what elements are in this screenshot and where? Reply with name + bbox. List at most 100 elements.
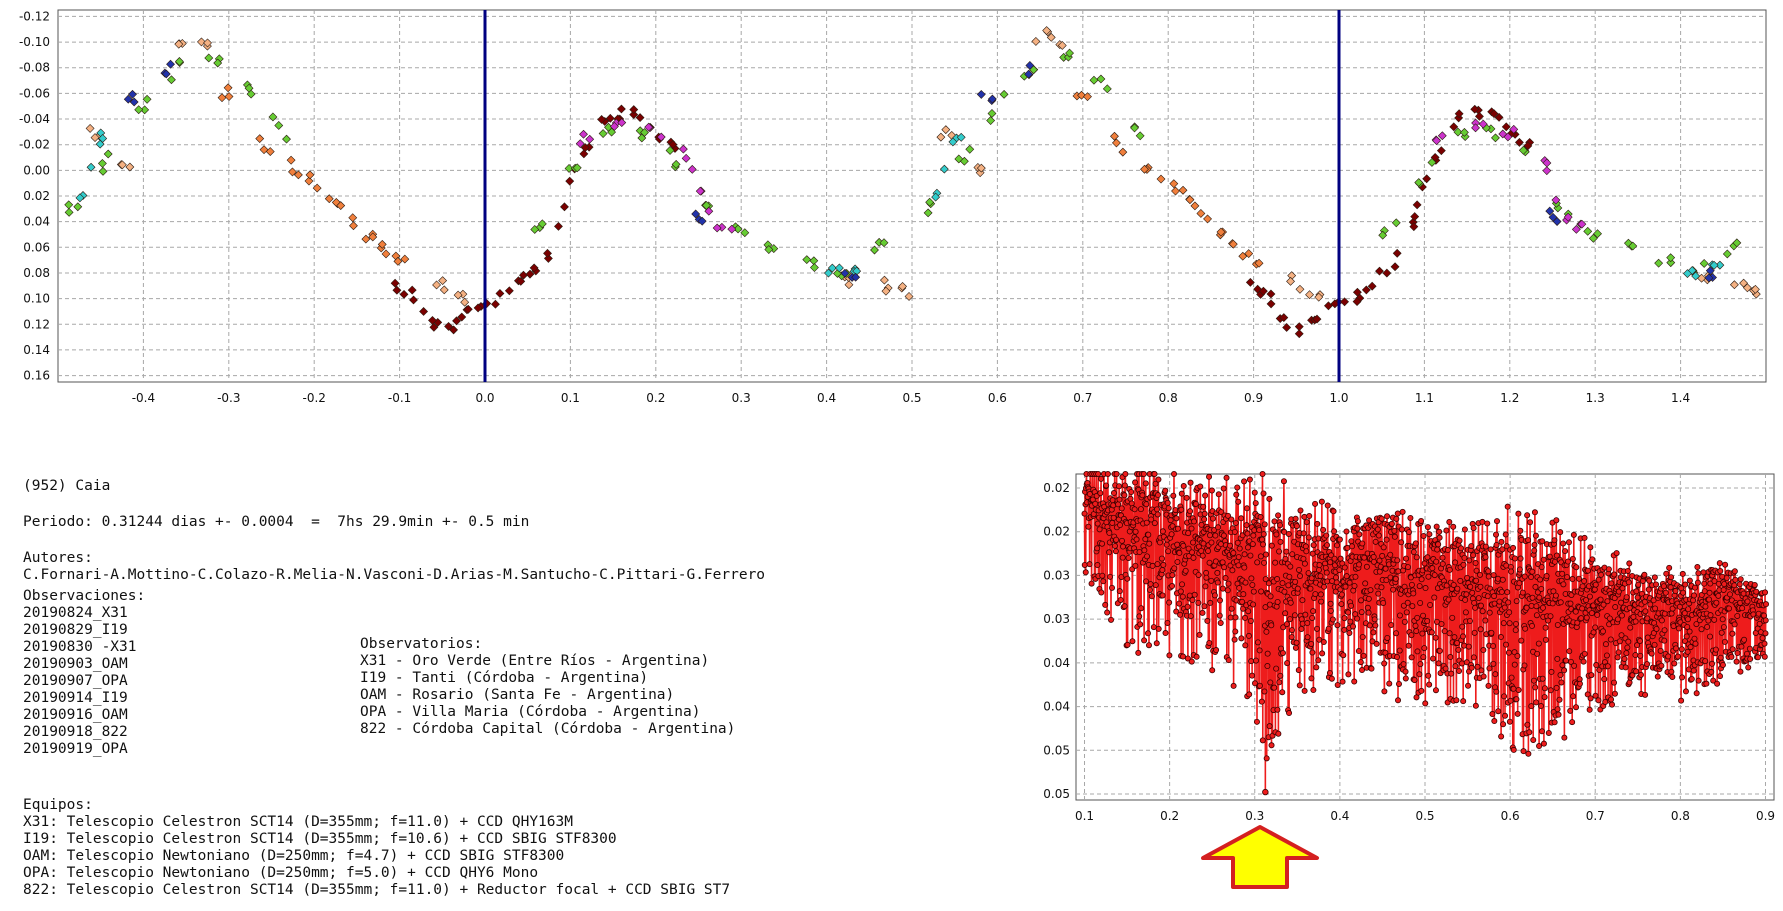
periodogram-marker — [1256, 682, 1263, 689]
periodogram-marker — [1571, 662, 1578, 669]
lightcurve-point — [844, 280, 854, 290]
lightcurve-x-tick-label: 0.4 — [817, 391, 836, 405]
periodogram-marker — [1433, 558, 1440, 565]
lightcurve-point — [1266, 299, 1276, 309]
periodogram-marker — [1339, 678, 1346, 685]
periodogram-marker — [1731, 621, 1738, 628]
periodogram-marker — [1739, 605, 1746, 612]
periodogram-marker — [1513, 598, 1520, 605]
periodogram-marker — [1504, 589, 1511, 596]
periodogram-marker — [1145, 642, 1152, 649]
periodogram-marker — [1430, 655, 1437, 662]
periodogram-marker — [1519, 589, 1526, 596]
periodogram-marker — [1674, 653, 1681, 660]
periodogram-marker — [1261, 521, 1268, 528]
lightcurve-point — [585, 134, 595, 144]
periodogram-marker — [1285, 582, 1292, 589]
periodogram-marker — [1268, 622, 1275, 629]
periodogram-marker — [1692, 640, 1699, 647]
lightcurve-point — [419, 307, 429, 316]
periodogram-marker — [1511, 649, 1518, 656]
lightcurve-point — [393, 256, 403, 266]
periodogram-marker — [1607, 636, 1614, 643]
periodogram-marker — [1762, 601, 1769, 608]
periodogram-marker — [1604, 598, 1611, 605]
lightcurve-point — [965, 144, 975, 154]
periodogram-marker — [1206, 639, 1213, 646]
object-name: (952) Caia — [23, 478, 111, 494]
periodogram-marker — [1271, 684, 1278, 691]
lightcurve-point — [695, 186, 705, 196]
periodogram-marker — [1154, 511, 1161, 518]
periodogram-marker — [1653, 581, 1660, 588]
periodogram-marker — [1304, 634, 1311, 641]
lightcurve-grid — [57, 9, 1767, 383]
lightcurve-point — [1683, 269, 1692, 279]
periodogram-marker — [1228, 516, 1235, 523]
periodogram-marker — [1490, 572, 1497, 579]
periodogram-marker — [1166, 599, 1173, 606]
periodogram-marker — [1283, 548, 1290, 555]
periodogram-marker — [1366, 517, 1373, 524]
lightcurve-point — [1453, 127, 1463, 137]
periodogram-marker — [1242, 579, 1249, 586]
periodogram-marker — [1190, 554, 1197, 561]
lightcurve-point — [224, 92, 234, 101]
periodogram-marker — [1189, 597, 1196, 604]
lightcurve-y-tick-label: 0.02 — [23, 189, 50, 203]
periodogram-marker — [1145, 531, 1152, 538]
periodogram-marker — [1567, 707, 1574, 714]
periodogram-marker — [1287, 599, 1294, 606]
periodogram-marker — [1581, 578, 1588, 585]
periodogram-marker — [1484, 520, 1491, 527]
periodogram-marker — [1605, 566, 1612, 573]
periodogram-marker — [1206, 559, 1213, 566]
lightcurve-point — [802, 255, 812, 265]
lightcurve-point — [1503, 132, 1513, 142]
periodogram-marker — [1376, 568, 1383, 575]
periodogram-marker — [1268, 742, 1275, 749]
lightcurve-point — [85, 124, 95, 133]
lightcurve-point — [986, 116, 996, 125]
periodogram-marker — [1499, 576, 1506, 583]
lightcurve-point — [1414, 178, 1424, 187]
periodogram-marker — [1434, 546, 1441, 553]
periodogram-marker — [1623, 594, 1630, 601]
periodogram-marker — [1708, 668, 1715, 675]
periodogram-marker — [1447, 654, 1454, 661]
lightcurve-point — [1545, 206, 1555, 216]
periodogram-marker — [1443, 582, 1450, 589]
lightcurve-point — [1593, 229, 1602, 239]
periodogram-marker — [1738, 643, 1745, 650]
lightcurve-point — [1169, 179, 1179, 189]
periodogram-marker — [1421, 560, 1428, 567]
periodogram-marker — [1222, 575, 1229, 582]
periodogram-marker — [1260, 531, 1267, 538]
periodogram-marker — [1706, 596, 1713, 603]
lightcurve-point — [409, 295, 418, 305]
periodogram-marker — [1225, 512, 1232, 519]
periodogram-marker — [1549, 600, 1556, 607]
lightcurve-point — [1571, 224, 1581, 234]
periodogram-marker — [1274, 598, 1281, 605]
periodogram-marker — [1565, 558, 1572, 565]
periodogram-marker — [1370, 558, 1377, 565]
lightcurve-point — [554, 221, 563, 231]
lightcurve-point — [1552, 217, 1562, 226]
lightcurve-point — [870, 245, 879, 255]
periodogram-marker — [1624, 567, 1631, 574]
periodogram-marker — [1142, 536, 1149, 543]
periodogram-marker — [1345, 671, 1352, 678]
periodogram-marker — [1560, 581, 1567, 588]
periodogram-marker — [1632, 618, 1639, 625]
periodogram-marker — [1511, 661, 1518, 668]
lightcurve-point — [525, 269, 535, 279]
lightcurve-chart: -0.4 -0.3 -0.2 -0.1 0.0 0.1 0.2 0.3 0.4 0.5 0.6 0.7… — [19, 9, 1767, 405]
equipment-item: OPA: Telescopio Newtoniano (D=250mm; f=5… — [23, 865, 539, 881]
periodogram-marker — [1633, 588, 1640, 595]
lightcurve-point — [904, 292, 914, 301]
periodogram-marker — [1250, 601, 1257, 608]
observations-label: Observaciones: — [23, 588, 146, 604]
periodogram-marker — [1570, 531, 1577, 538]
periodogram-marker — [1363, 563, 1370, 570]
